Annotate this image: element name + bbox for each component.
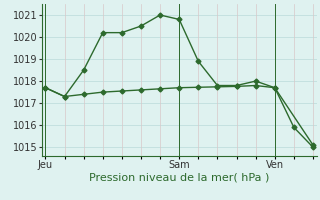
X-axis label: Pression niveau de la mer( hPa ): Pression niveau de la mer( hPa ) [89,173,269,183]
